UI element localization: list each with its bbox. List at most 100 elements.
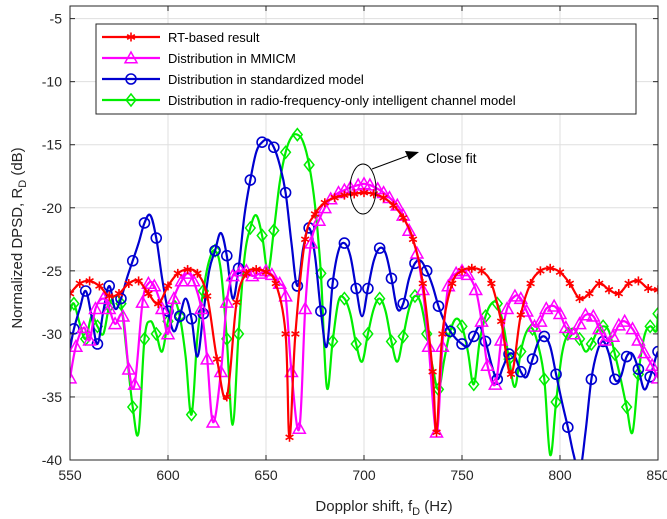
series-diamond [70,127,658,457]
data-point-diamond [456,319,468,334]
data-point-circle [373,242,386,254]
data-point-triangle [401,222,417,237]
legend-marker [125,92,137,108]
data-point-triangle [311,212,327,226]
data-point-circle [362,282,374,295]
data-point-triangle [513,291,529,305]
data-point-asterisk [594,278,604,288]
data-point-circle [326,277,339,290]
legend-label: Distribution in MMICM [168,51,296,66]
data-point-circle [138,217,151,229]
data-point-asterisk [614,289,624,299]
data-point-circle [338,237,351,249]
x-tick-label: 750 [450,467,474,483]
data-point-triangle [558,320,574,334]
data-point-circle [244,174,257,186]
y-tick-label: -10 [42,74,62,90]
y-axis-label: Normalized DPSD, RD (dB) [9,147,29,328]
series-circle [70,136,658,460]
legend: RT-based result Distribution in MMICM Dist… [95,23,637,115]
data-point-asterisk [536,266,545,276]
data-point-diamond [126,399,139,415]
data-point-asterisk [173,268,183,278]
x-tick-label: 650 [254,467,278,483]
data-point-circle [432,300,445,312]
data-point-asterisk [467,263,477,273]
data-point-asterisk [428,367,437,377]
data-point-triangle [650,370,658,384]
y-tick-label: -25 [42,263,62,279]
data-point-triangle [135,294,150,308]
data-point-asterisk [134,276,143,286]
x-axis-label: Dopplor shift, fD (Hz) [315,498,452,518]
data-point-asterisk [457,266,467,276]
data-point-triangle [127,376,142,390]
data-point-triangle [101,301,117,315]
legend-marker [125,73,137,85]
data-point-diamond [232,326,245,342]
x-tick-label: 600 [156,467,180,483]
data-point-triangle [546,298,562,312]
data-point-triangle [519,303,534,317]
data-point-circle [232,262,245,275]
data-point-triangle [435,338,450,353]
data-point-diamond [538,372,551,387]
series-asterisk [70,188,658,442]
data-point-diamond [279,145,292,160]
data-point-asterisk [291,329,300,339]
data-point-asterisk [320,198,330,208]
data-point-circle [503,348,515,360]
data-point-asterisk [418,278,428,288]
data-point-asterisk [398,213,408,223]
data-point-triangle [362,177,378,191]
series-line-diamond [70,133,658,457]
data-point-circle [514,365,527,378]
data-point-diamond [467,377,480,392]
data-point-asterisk [369,189,379,199]
data-point-diamond [244,220,257,236]
data-point-diamond [420,326,433,342]
data-point-asterisk [555,267,565,277]
data-point-triangle [205,414,221,428]
data-point-diamond [385,334,398,349]
data-point-asterisk [565,278,575,288]
close-fit-arrow-line [371,155,408,170]
data-point-diamond [620,399,633,415]
series-line-circle [70,138,658,460]
data-point-circle [350,282,362,295]
data-point-asterisk [95,281,104,291]
data-point-triangle [107,316,123,330]
data-point-triangle [297,301,313,315]
data-point-circle [209,244,221,257]
data-point-circle [609,373,621,386]
data-point-asterisk [575,294,584,304]
data-point-circle [79,285,92,297]
data-point-diamond [550,394,562,410]
data-point-diamond [209,243,221,258]
series-line-triangle [70,182,658,434]
data-point-asterisk [408,234,418,244]
legend-label: Distribution in standardized model [168,72,364,87]
data-point-triangle [284,364,299,378]
data-point-asterisk [281,329,290,339]
data-point-circle [385,272,398,285]
data-point-circle [397,297,410,310]
y-tick-label: -30 [42,326,62,342]
data-point-circle [256,136,268,148]
data-point-circle [221,249,233,262]
data-point-circle [315,305,327,317]
data-point-triangle [468,282,483,296]
data-point-asterisk [359,188,369,198]
tick-labels: 550 600 650 700 750 800 850 -40 -35 -30 -25 -20 -15 -… [42,11,667,483]
data-point-triangle [625,321,640,335]
data-point-asterisk [163,281,173,291]
data-point-diamond [338,291,351,306]
data-point-asterisk [285,432,294,442]
data-point-triangle [115,308,131,322]
series-triangle [70,176,658,438]
legend-marker [123,50,139,64]
legend-item-diamond: Distribution in radio-frequency-only int… [102,92,516,108]
data-point-diamond [185,407,198,422]
data-point-triangle [533,313,548,327]
data-point-circle [91,338,104,350]
